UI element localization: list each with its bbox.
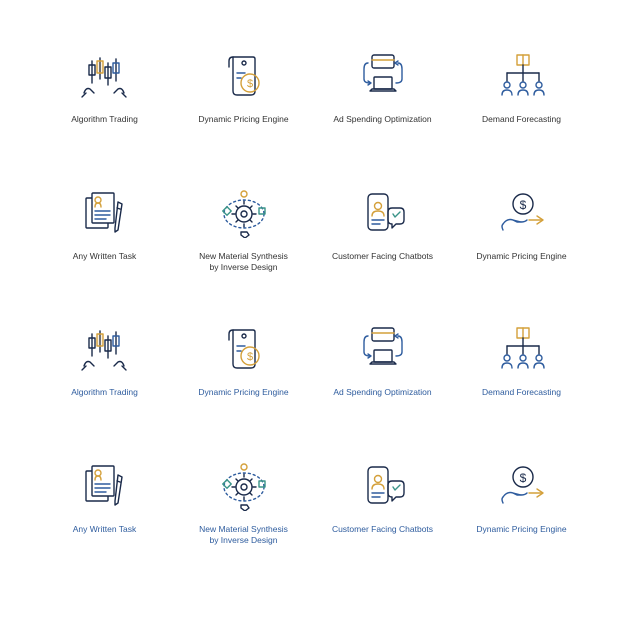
written-task-icon xyxy=(75,460,135,514)
icon-cell-dynamic-pricing: Dynamic Pricing Engine xyxy=(179,323,308,440)
icon-cell-material-synthesis: New Material Synthesis by Inverse Design xyxy=(179,460,308,577)
demand-forecast-icon xyxy=(492,50,552,104)
icon-label: Demand Forecasting xyxy=(482,114,561,125)
icon-label: Any Written Task xyxy=(73,524,136,535)
icon-label: Dynamic Pricing Engine xyxy=(476,251,566,262)
icon-grid: Algorithm Trading Dynamic Pricing Engine… xyxy=(40,50,586,576)
icon-cell-ad-spending: Ad Spending Optimization xyxy=(318,50,447,167)
ad-spending-icon xyxy=(353,323,413,377)
icon-label: Customer Facing Chatbots xyxy=(332,524,433,535)
icon-label: Demand Forecasting xyxy=(482,387,561,398)
icon-cell-material-synthesis: New Material Synthesis by Inverse Design xyxy=(179,187,308,304)
icon-label: Algorithm Trading xyxy=(71,114,138,125)
chatbots-icon xyxy=(353,187,413,241)
written-task-icon xyxy=(75,187,135,241)
dynamic-pricing-2-icon xyxy=(492,187,552,241)
dynamic-pricing-icon xyxy=(214,323,274,377)
dynamic-pricing-2-icon xyxy=(492,460,552,514)
dynamic-pricing-icon xyxy=(214,50,274,104)
chatbots-icon xyxy=(353,460,413,514)
icon-label: Any Written Task xyxy=(73,251,136,262)
algorithm-trading-icon xyxy=(75,323,135,377)
material-synthesis-icon xyxy=(214,460,274,514)
icon-cell-demand-forecast: Demand Forecasting xyxy=(457,323,586,440)
icon-label: Customer Facing Chatbots xyxy=(332,251,433,262)
icon-cell-algorithm-trading: Algorithm Trading xyxy=(40,323,169,440)
icon-cell-written-task: Any Written Task xyxy=(40,460,169,577)
icon-label: Dynamic Pricing Engine xyxy=(198,387,288,398)
icon-cell-dynamic-pricing: Dynamic Pricing Engine xyxy=(179,50,308,167)
icon-label: New Material Synthesis by Inverse Design xyxy=(199,524,288,546)
icon-cell-ad-spending: Ad Spending Optimization xyxy=(318,323,447,440)
icon-cell-chatbots: Customer Facing Chatbots xyxy=(318,460,447,577)
icon-cell-algorithm-trading: Algorithm Trading xyxy=(40,50,169,167)
ad-spending-icon xyxy=(353,50,413,104)
icon-label: Ad Spending Optimization xyxy=(333,114,431,125)
icon-cell-dynamic-pricing-2: Dynamic Pricing Engine xyxy=(457,187,586,304)
algorithm-trading-icon xyxy=(75,50,135,104)
material-synthesis-icon xyxy=(214,187,274,241)
icon-cell-dynamic-pricing-2: Dynamic Pricing Engine xyxy=(457,460,586,577)
icon-cell-chatbots: Customer Facing Chatbots xyxy=(318,187,447,304)
icon-label: Algorithm Trading xyxy=(71,387,138,398)
demand-forecast-icon xyxy=(492,323,552,377)
icon-cell-demand-forecast: Demand Forecasting xyxy=(457,50,586,167)
icon-label: New Material Synthesis by Inverse Design xyxy=(199,251,288,273)
icon-label: Ad Spending Optimization xyxy=(333,387,431,398)
icon-label: Dynamic Pricing Engine xyxy=(198,114,288,125)
icon-label: Dynamic Pricing Engine xyxy=(476,524,566,535)
icon-cell-written-task: Any Written Task xyxy=(40,187,169,304)
